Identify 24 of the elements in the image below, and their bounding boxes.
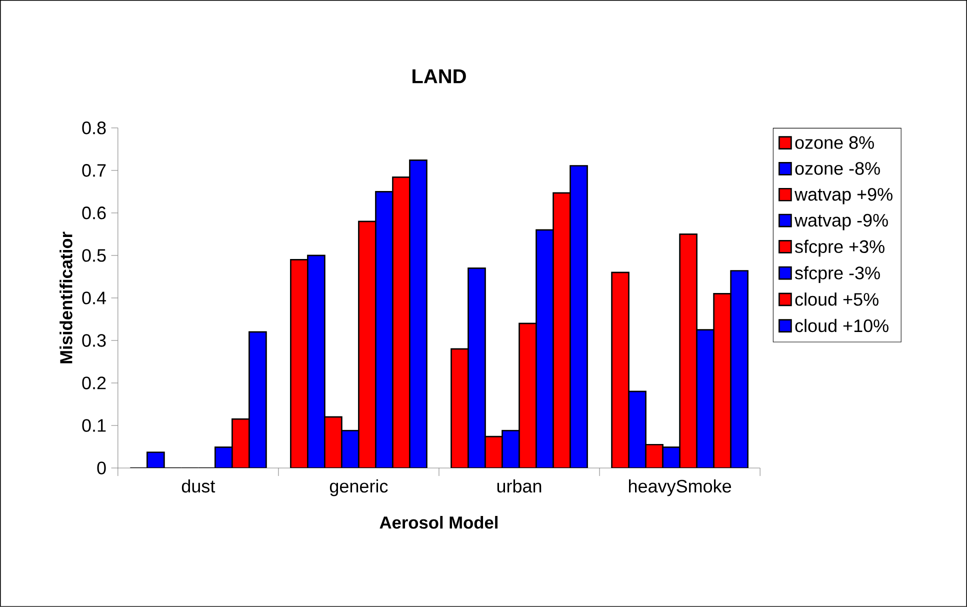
legend-label: ozone 8% bbox=[795, 136, 874, 149]
x-tick-label: urban bbox=[497, 479, 542, 493]
y-tick-label: 0.7 bbox=[82, 164, 106, 177]
chart-title: LAND bbox=[412, 69, 466, 84]
legend-label: sfcpre +3% bbox=[795, 240, 884, 257]
y-axis-title: Misidentificatior bbox=[60, 232, 72, 364]
y-tick-label: 0.2 bbox=[82, 376, 106, 390]
legend-label: ozone -8% bbox=[795, 162, 880, 175]
x-axis-title: Aerosol Model bbox=[380, 516, 498, 529]
legend-label: watvap -9% bbox=[794, 214, 888, 230]
y-tick-label: 0.1 bbox=[82, 419, 106, 432]
legend-label: watvap +9% bbox=[794, 188, 892, 204]
y-tick-label: 0.4 bbox=[82, 292, 106, 304]
y-tick-label: 0.5 bbox=[82, 249, 106, 262]
x-tick-label: heavySmoke bbox=[629, 479, 732, 496]
y-tick-label: 0.6 bbox=[82, 206, 106, 220]
x-tick-label: generic bbox=[330, 479, 388, 496]
y-tick-label: 0.8 bbox=[82, 122, 106, 134]
x-tick-label: dust bbox=[182, 479, 216, 493]
legend-label: sfcpre -3% bbox=[795, 266, 880, 283]
y-tick-label: 0 bbox=[97, 462, 106, 474]
legend-label: cloud +5% bbox=[795, 292, 878, 306]
legend-label: cloud +10% bbox=[795, 318, 888, 332]
y-tick-label: 0.3 bbox=[82, 334, 106, 347]
